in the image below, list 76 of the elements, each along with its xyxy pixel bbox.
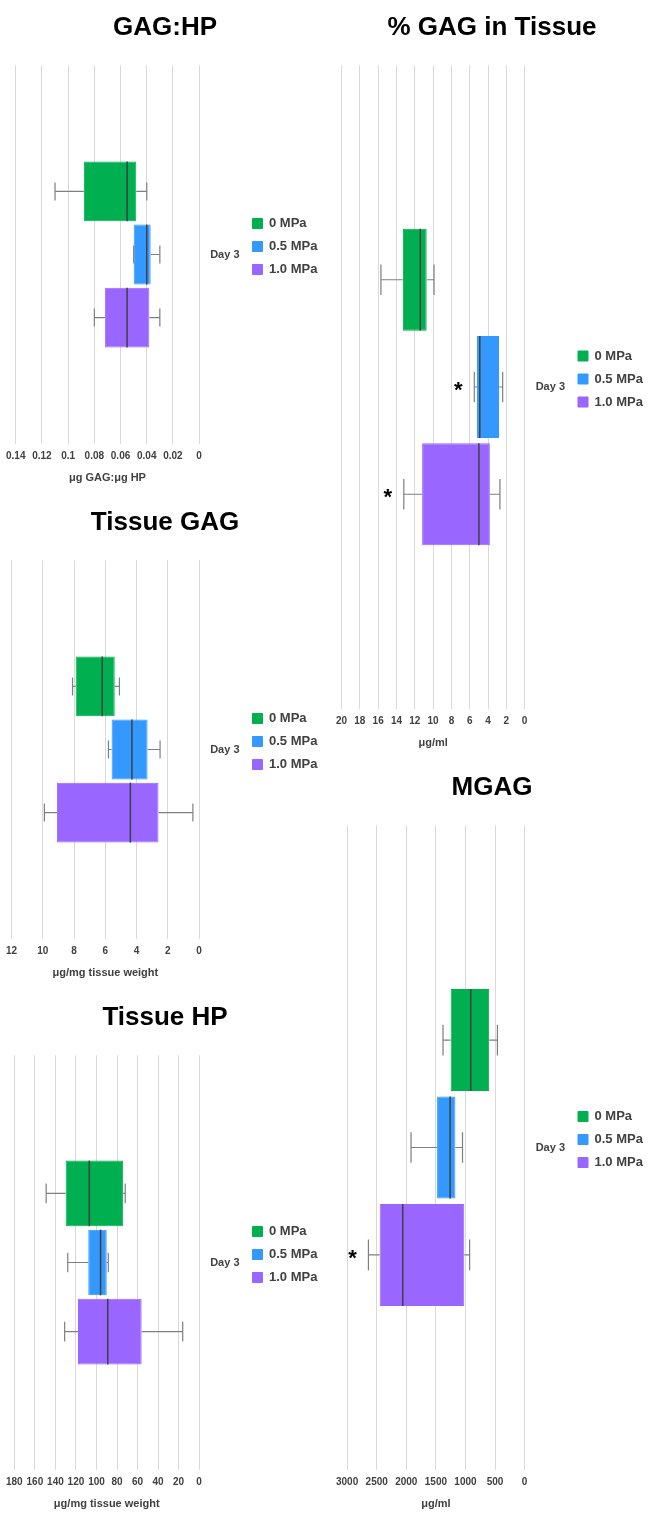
x-tick-label: 3000	[336, 1475, 359, 1487]
chart-title: MGAG	[451, 770, 533, 801]
legend-label: 0 MPa	[269, 710, 308, 726]
legend-label: 0.5 MPa	[269, 238, 319, 254]
x-axis-title: μg/ml	[421, 1497, 451, 1510]
legend-label: 0.5 MPa	[269, 733, 319, 749]
annotation: *	[454, 377, 464, 403]
x-tick-label: 1500	[424, 1475, 448, 1487]
legend-label: 1.0 MPa	[594, 1154, 644, 1170]
x-tick-label: 0.08	[84, 449, 105, 461]
x-tick-label: 8	[448, 714, 455, 726]
x-tick-label: 180	[6, 1475, 24, 1487]
x-tick-label: 16	[372, 714, 385, 726]
x-tick-label: 40	[152, 1475, 165, 1487]
x-tick-label: 0	[196, 449, 203, 461]
x-axis-title: μg/mg tissue weight	[52, 966, 159, 979]
x-tick-label: 160	[26, 1475, 44, 1487]
chart-title: % GAG in Tissue	[387, 10, 597, 41]
x-tick-label: 2	[165, 944, 172, 956]
legend-label: 0.5 MPa	[269, 1246, 319, 1262]
x-tick-label: 0	[521, 714, 528, 726]
x-tick-label: 0.1	[61, 449, 76, 461]
chart-title: Tissue GAG	[90, 505, 240, 536]
x-tick-label: 18	[354, 714, 366, 726]
legend-label: 0 MPa	[594, 1108, 633, 1124]
legend-label: 1.0 MPa	[269, 261, 319, 277]
x-tick-label: 4	[485, 714, 492, 726]
annotation: *	[383, 484, 393, 510]
x-tick-label: 60	[131, 1475, 144, 1487]
y-tick-label: Day 3	[210, 1255, 240, 1268]
legend-label: 0 MPa	[269, 1223, 308, 1239]
y-tick-label: Day 3	[535, 380, 566, 393]
x-tick-label: 1000	[454, 1475, 478, 1487]
x-tick-label: 120	[67, 1475, 85, 1487]
x-tick-label: 0	[521, 1475, 528, 1487]
x-tick-label: 140	[47, 1475, 65, 1487]
y-tick-label: Day 3	[535, 1140, 566, 1153]
x-tick-label: 4	[133, 944, 140, 956]
x-tick-label: 20	[173, 1475, 185, 1487]
x-tick-label: 0.14	[6, 449, 26, 461]
x-tick-label: 0.12	[32, 449, 53, 461]
legend-label: 1.0 MPa	[594, 393, 644, 409]
x-tick-label: 0	[196, 944, 203, 956]
x-tick-label: 14	[390, 714, 403, 726]
x-tick-label: 0.02	[163, 449, 184, 461]
legend-label: 1.0 MPa	[269, 756, 319, 772]
x-tick-label: 2000	[395, 1475, 418, 1487]
legend-label: 1.0 MPa	[269, 1269, 319, 1285]
x-tick-label: 2500	[365, 1475, 389, 1487]
x-tick-label: 80	[111, 1475, 124, 1487]
chart-title: GAG:HP	[113, 10, 217, 41]
x-tick-label: 10	[37, 944, 49, 956]
x-tick-label: 20	[336, 714, 348, 726]
x-tick-label: 2	[503, 714, 510, 726]
x-axis-title: μg/ml	[418, 736, 448, 749]
x-tick-label: 10	[427, 714, 440, 726]
x-tick-label: 12	[409, 714, 421, 726]
x-tick-label: 6	[466, 714, 473, 726]
legend-label: 0.5 MPa	[594, 370, 644, 386]
x-tick-label: 0.06	[110, 449, 131, 461]
y-tick-label: Day 3	[210, 742, 240, 755]
annotation: *	[348, 1245, 358, 1270]
x-tick-label: 8	[71, 944, 78, 956]
x-tick-label: 6	[102, 944, 109, 956]
x-tick-label: 100	[88, 1475, 106, 1487]
legend-label: 0 MPa	[269, 215, 308, 231]
legend-label: 0.5 MPa	[594, 1131, 644, 1147]
x-tick-label: 0.04	[137, 449, 157, 461]
x-axis-title: μg/mg tissue weight	[53, 1497, 160, 1510]
y-tick-label: Day 3	[210, 247, 240, 260]
x-tick-label: 500	[486, 1475, 504, 1487]
x-tick-label: 12	[6, 944, 18, 956]
x-tick-label: 0	[196, 1475, 203, 1487]
legend-label: 0 MPa	[594, 347, 633, 363]
chart-title: Tissue HP	[102, 1000, 228, 1031]
x-axis-title: μg GAG:μg HP	[68, 471, 146, 484]
